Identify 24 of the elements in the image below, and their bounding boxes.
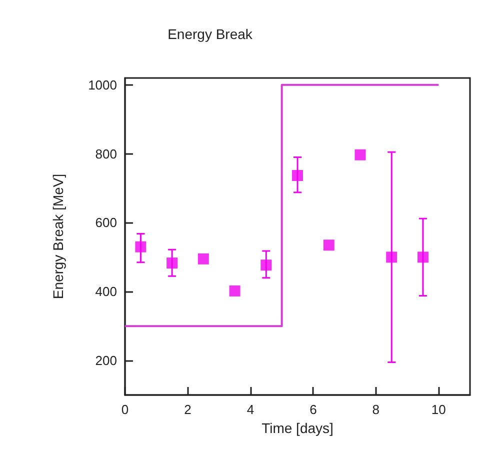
chart-title: Energy Break	[168, 26, 254, 42]
point	[386, 252, 398, 263]
y-tick-label: 800	[95, 146, 117, 162]
y-axis-title: Energy Break [MeV]	[50, 174, 66, 300]
point	[229, 285, 240, 296]
y-tick-label: 200	[95, 353, 117, 368]
x-tick-label: 10	[431, 402, 446, 417]
point	[166, 258, 178, 269]
point	[260, 260, 272, 271]
point	[198, 253, 209, 264]
x-tick-label: 2	[184, 402, 192, 417]
x-tick-label: 0	[121, 402, 129, 417]
point	[354, 149, 366, 160]
x-tick-label: 6	[310, 402, 317, 417]
point	[323, 240, 334, 251]
point	[417, 252, 428, 263]
y-tick-label: 1000	[88, 77, 117, 92]
point	[135, 241, 146, 252]
x-tick-label: 8	[372, 402, 380, 417]
y-tick-label: 400	[95, 284, 117, 300]
point	[292, 170, 303, 182]
y-tick-label: 600	[95, 215, 117, 230]
x-tick-label: 4	[246, 402, 254, 417]
x-axis-title: Time [days]	[262, 420, 334, 436]
